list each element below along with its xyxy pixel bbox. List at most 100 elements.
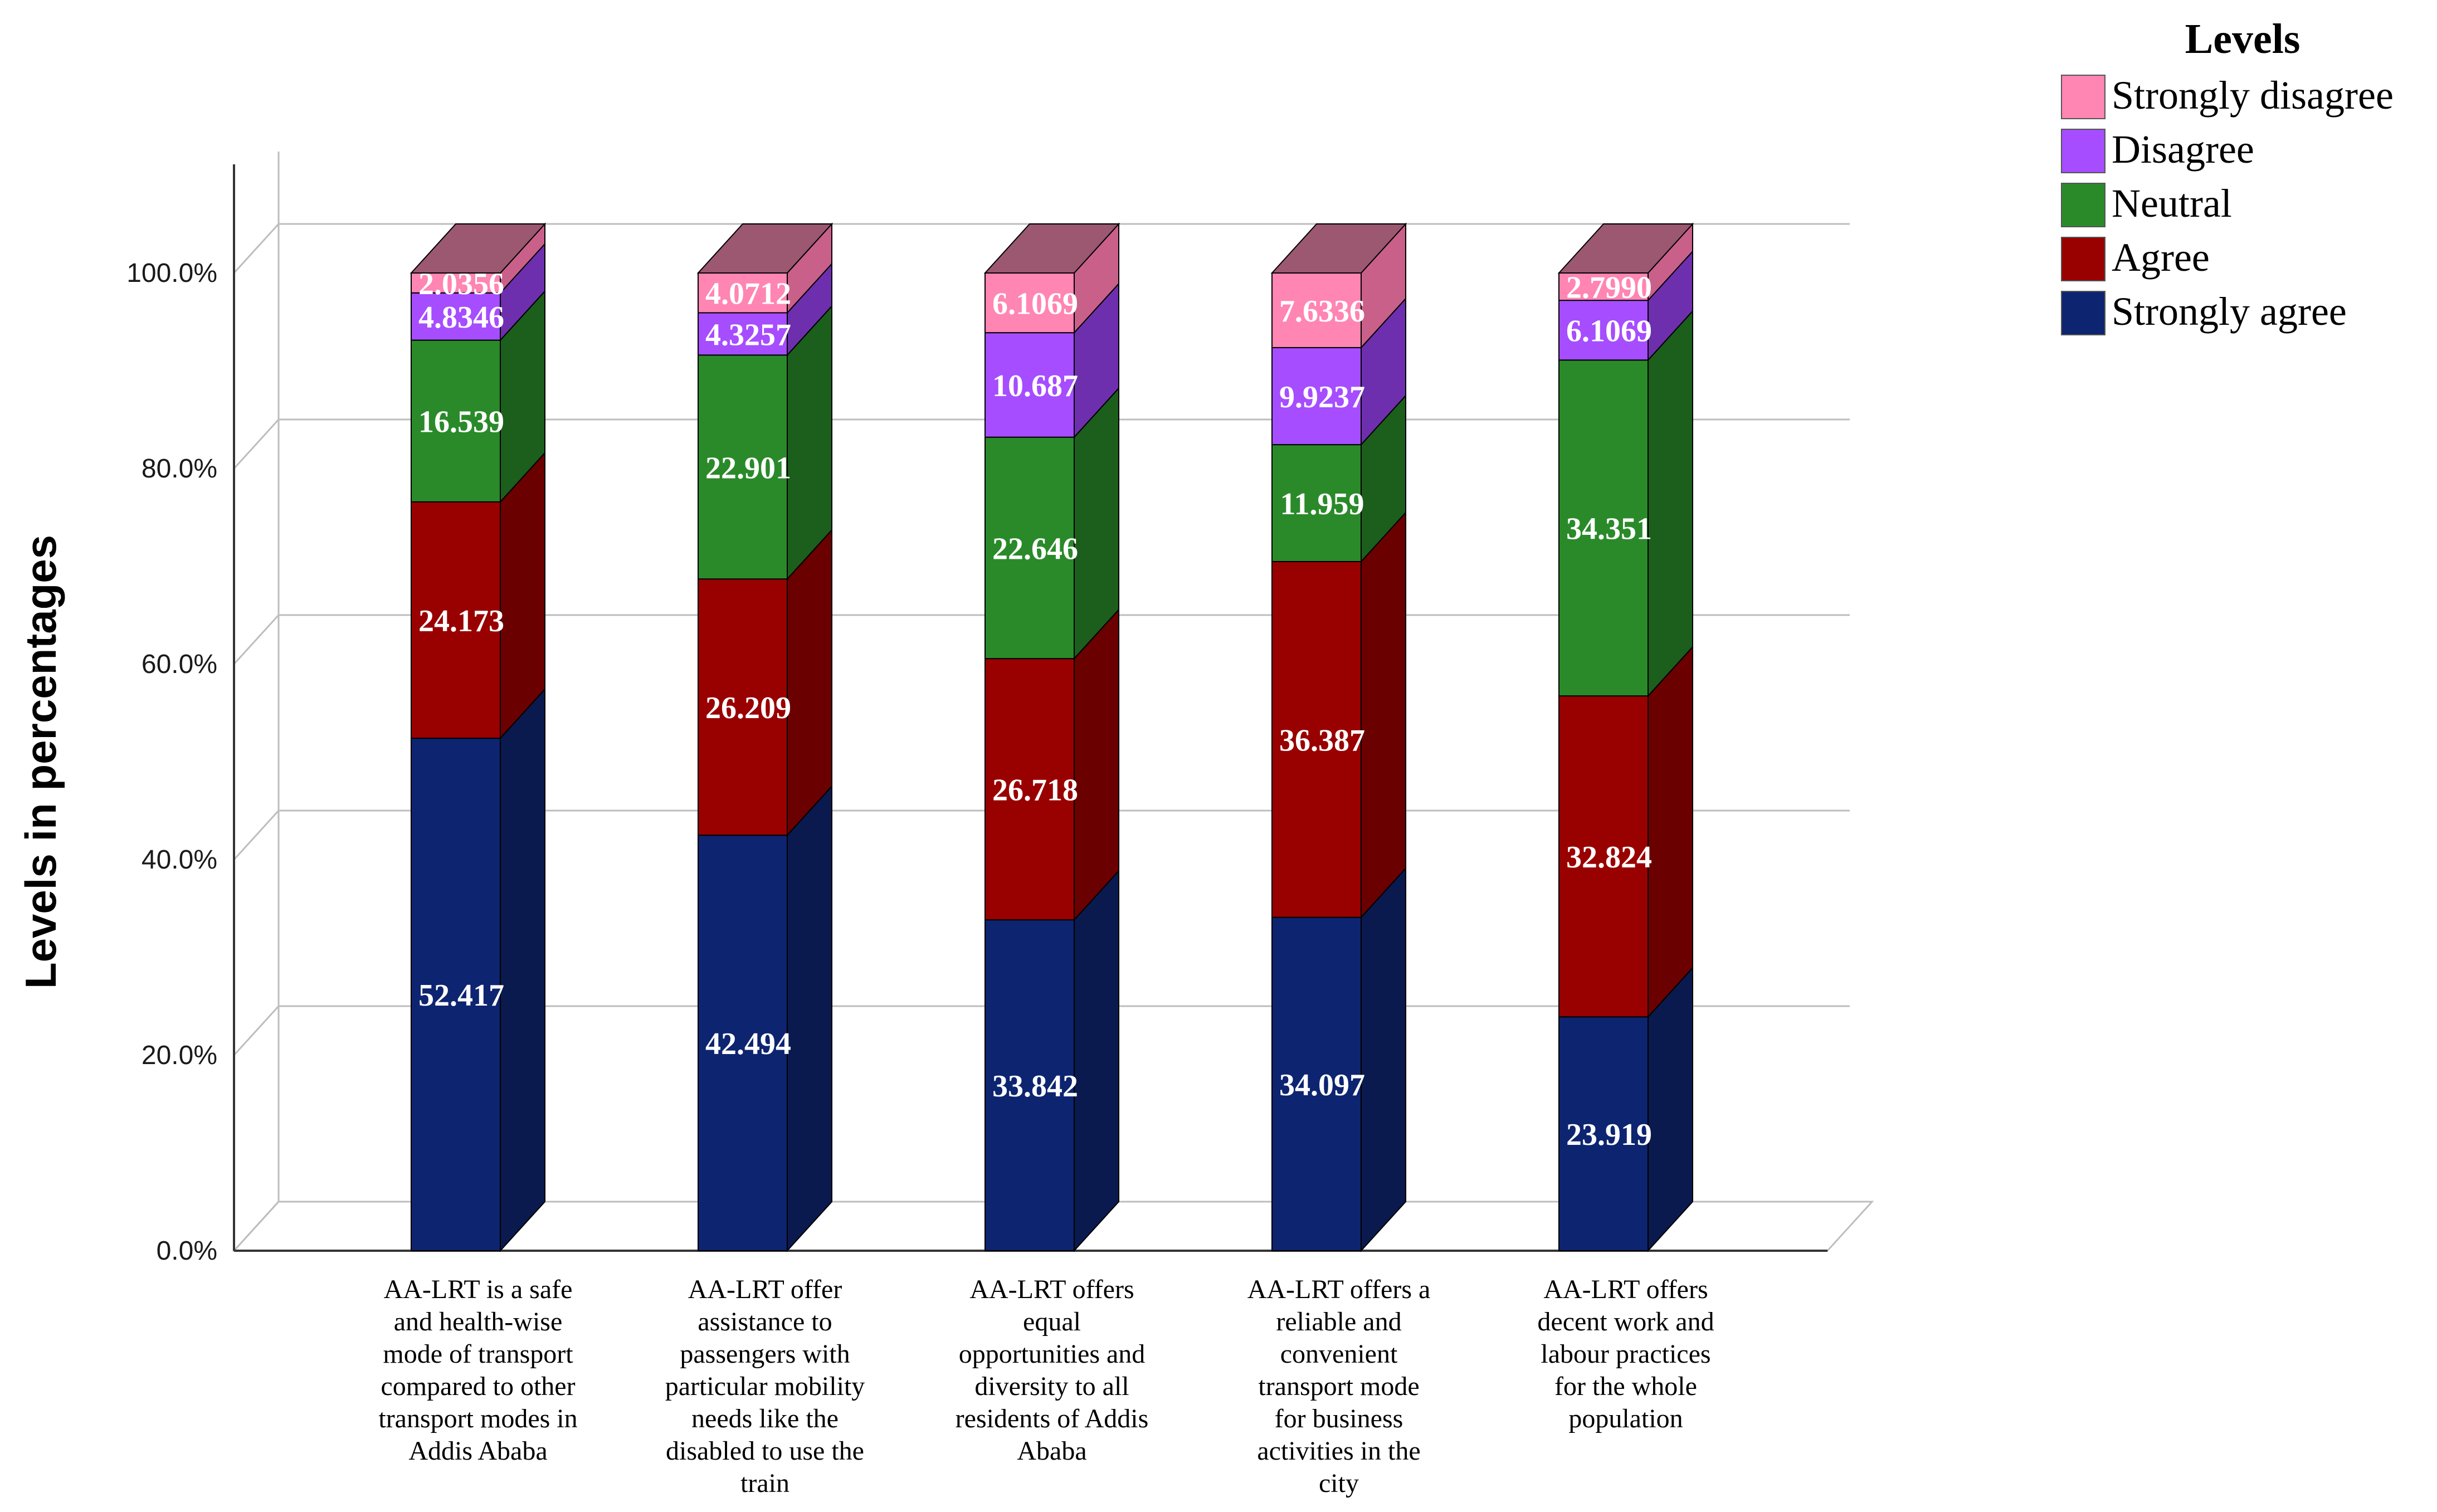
data-label: 6.1069 — [992, 287, 1078, 321]
bar-segment — [1558, 300, 1649, 361]
x-tick-label: disabled to use the — [666, 1436, 864, 1466]
x-tick-label: needs like the — [691, 1404, 839, 1433]
data-label: 4.0712 — [705, 277, 791, 311]
data-label: 22.901 — [705, 451, 791, 485]
y-tick-label: 100.0% — [126, 258, 217, 288]
data-label: 22.646 — [992, 531, 1078, 566]
x-tick-label: activities in the — [1257, 1436, 1420, 1466]
bar-segment-side — [1074, 608, 1119, 921]
y-tick-label: 0.0% — [157, 1236, 217, 1266]
y-axis-label: Levels in percentages — [16, 535, 65, 989]
gridline-diagonal — [233, 418, 280, 470]
legend-label: Neutral — [2112, 181, 2232, 226]
bar-segment — [1271, 916, 1362, 1251]
data-label: 24.173 — [418, 604, 504, 638]
x-tick-label: Ababa — [1017, 1436, 1086, 1466]
gridline-diagonal — [233, 1005, 280, 1056]
data-label: 52.417 — [418, 978, 504, 1013]
bar-segment — [1558, 1016, 1649, 1251]
data-label: 10.687 — [992, 369, 1078, 403]
x-tick-label: passengers with — [680, 1339, 850, 1369]
legend-swatch — [2061, 75, 2105, 119]
bar-segment-side — [787, 784, 832, 1252]
bar-segment — [698, 312, 788, 356]
bar-top — [983, 223, 1120, 274]
data-label: 6.1069 — [1566, 314, 1652, 349]
gridline-diagonal — [233, 223, 280, 274]
bar-segment — [984, 436, 1075, 660]
data-label: 16.539 — [418, 405, 504, 440]
bar-segment-side — [500, 451, 545, 740]
bar-segment-side — [1361, 867, 1406, 1252]
bar-segment-side — [1648, 309, 1693, 698]
gridline-diagonal — [233, 809, 280, 861]
data-label: 23.919 — [1566, 1118, 1652, 1152]
legend-swatch — [2061, 183, 2105, 227]
x-tick-label: decent work and — [1537, 1307, 1714, 1337]
x-tick-label: residents of Addis — [956, 1404, 1149, 1433]
data-label: 4.8346 — [418, 300, 504, 335]
x-tick-label: for the whole — [1554, 1372, 1697, 1401]
x-tick-label: particular mobility — [665, 1372, 865, 1401]
bar-segment — [698, 354, 788, 580]
x-tick-label: mode of transport — [383, 1339, 573, 1369]
bar-segment — [984, 272, 1075, 334]
bar-top — [1270, 223, 1407, 274]
y-tick-label: 60.0% — [142, 650, 217, 679]
x-tick-label: labour practices — [1541, 1339, 1710, 1369]
data-label: 42.494 — [705, 1027, 791, 1061]
x-tick-label: AA-LRT is a safe — [384, 1275, 573, 1304]
legend-swatch — [2061, 237, 2105, 281]
data-label: 32.824 — [1566, 840, 1652, 875]
bar-segment — [411, 339, 501, 503]
x-tick-label: train — [740, 1469, 789, 1498]
bar-segment — [698, 578, 788, 836]
legend-label: Strongly disagree — [2112, 73, 2394, 118]
bar-segment — [1271, 272, 1362, 348]
bar-segment — [411, 738, 501, 1251]
data-label: 34.351 — [1566, 512, 1652, 547]
bar-top — [696, 223, 834, 274]
x-tick-label: AA-LRT offers — [969, 1275, 1134, 1304]
legend-title: Levels — [2185, 16, 2300, 62]
bar-segment-side — [787, 528, 832, 837]
data-label: 34.097 — [1279, 1068, 1365, 1103]
legend-label: Strongly agree — [2112, 289, 2347, 334]
bar-segment — [984, 658, 1075, 921]
data-label: 4.3257 — [705, 318, 791, 352]
bar-segment — [984, 332, 1075, 438]
bar-segment — [1558, 695, 1649, 1018]
bar-segment-side — [500, 687, 545, 1252]
x-tick-label: city — [1319, 1469, 1359, 1498]
data-label: 33.842 — [992, 1069, 1078, 1104]
data-label: 36.387 — [1279, 723, 1365, 758]
x-tick-label: reliable and — [1276, 1307, 1401, 1337]
x-tick-label: AA-LRT offers a — [1247, 1275, 1431, 1304]
bar-segment — [1271, 347, 1362, 446]
data-label: 7.6336 — [1279, 294, 1365, 329]
x-tick-label: transport modes in — [378, 1404, 577, 1433]
bar-segment — [411, 272, 501, 294]
gridline-diagonal — [233, 1201, 280, 1252]
legend-swatch — [2061, 129, 2105, 173]
bar-segment — [984, 919, 1075, 1251]
x-tick-label: AA-LRT offers — [1543, 1275, 1708, 1304]
bar-segment-side — [1074, 869, 1119, 1252]
x-tick-label: transport mode — [1258, 1372, 1419, 1401]
bar-segment-side — [1648, 645, 1693, 1018]
bar-segment — [1271, 444, 1362, 563]
bar-segment — [1558, 359, 1649, 697]
x-tick-label: equal — [1023, 1307, 1081, 1337]
x-tick-label: for business — [1275, 1404, 1403, 1433]
x-tick-label: convenient — [1280, 1339, 1398, 1369]
data-label: 26.209 — [705, 691, 791, 725]
x-tick-label: compared to other — [381, 1372, 575, 1401]
y-tick-label: 40.0% — [142, 845, 217, 875]
bar-segment — [411, 292, 501, 341]
x-tick-label: and health-wise — [394, 1307, 563, 1337]
legend-swatch — [2061, 291, 2105, 335]
bar-segment-side — [1361, 511, 1406, 919]
x-tick-label: assistance to — [698, 1307, 832, 1337]
